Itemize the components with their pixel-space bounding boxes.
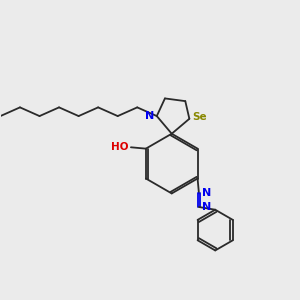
Text: N: N [146,111,154,121]
Text: N: N [202,188,212,198]
Text: Se: Se [192,112,207,122]
Text: N: N [202,202,212,212]
Text: HO: HO [111,142,129,152]
